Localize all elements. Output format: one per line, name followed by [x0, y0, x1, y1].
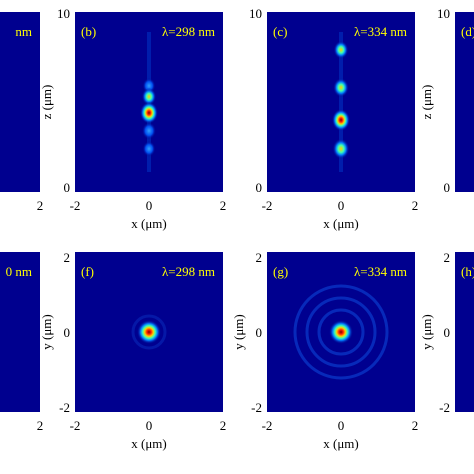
beam-streak [339, 32, 343, 172]
heatmap-background [455, 252, 474, 412]
panel-label: (d) [461, 24, 474, 39]
x-tick-label: 0 [338, 198, 345, 213]
intensity-spot [142, 122, 156, 140]
x-tick-label: -2 [70, 198, 81, 213]
side-ring [317, 308, 365, 356]
panel-label: (f) [81, 264, 94, 279]
panel-label: (b) [81, 24, 96, 39]
y-tick-label: 0 [256, 325, 263, 340]
x-tick-label: 2 [412, 198, 419, 213]
y-tick-label: 10 [249, 6, 262, 21]
y-tick-label: 2 [256, 250, 263, 265]
x-axis-label: x (μm) [131, 216, 167, 231]
y-axis-label: z (μm) [419, 85, 434, 120]
y-tick-label: 0 [64, 180, 71, 195]
heatmap-background [0, 252, 40, 412]
x-tick-label: 2 [37, 418, 44, 433]
y-tick-label: 0 [256, 180, 263, 195]
intensity-spot [332, 109, 350, 131]
x-tick-label: -2 [262, 418, 273, 433]
side-ring [131, 314, 167, 350]
panel-g [267, 252, 415, 412]
x-tick-label: 2 [220, 198, 227, 213]
wavelength-label: λ=334 nm [354, 24, 407, 39]
wavelength-label: λ=298 nm [162, 24, 215, 39]
x-tick-label: 0 [338, 418, 345, 433]
x-tick-label: -2 [262, 198, 273, 213]
y-tick-label: 2 [64, 250, 71, 265]
y-tick-label: -2 [59, 400, 70, 415]
panel-e [0, 252, 40, 412]
wavelength-label: 0 nm [6, 264, 32, 279]
focal-spot [137, 320, 161, 344]
heatmap-background [0, 12, 40, 192]
x-axis-label: x (μm) [323, 216, 359, 231]
panel-label: (g) [273, 264, 288, 279]
focal-spot [329, 320, 353, 344]
x-tick-label: 2 [412, 418, 419, 433]
y-axis-label: y (μm) [419, 314, 434, 350]
panel-b [75, 12, 223, 192]
y-tick-label: 0 [444, 325, 451, 340]
panel-label: (c) [273, 24, 287, 39]
panel-d [455, 12, 474, 192]
panel-h [455, 252, 474, 412]
y-tick-label: 2 [444, 250, 451, 265]
y-tick-label: 10 [437, 6, 450, 21]
panel-a [0, 12, 40, 192]
y-axis-label: z (μm) [39, 85, 54, 120]
heatmap-background [455, 12, 474, 192]
side-ring [293, 284, 389, 380]
intensity-spot [140, 101, 158, 124]
wavelength-label: λ=298 nm [162, 264, 215, 279]
x-tick-label: 2 [220, 418, 227, 433]
panel-label: (h) [461, 264, 474, 279]
x-tick-label: 2 [37, 198, 44, 213]
panel-f [75, 252, 223, 412]
x-axis-label: x (μm) [323, 436, 359, 451]
panel-c [267, 12, 415, 192]
panels-layer: nm 2 (b) λ=298 nm 10 0 z (μm) -2 0 2 x (μm) (c) λ=33… [0, 6, 474, 451]
x-axis-label: x (μm) [131, 436, 167, 451]
y-tick-label: 0 [444, 180, 451, 195]
intensity-spot [332, 138, 350, 160]
y-axis-label: y (μm) [231, 314, 246, 350]
x-tick-label: -2 [70, 418, 81, 433]
y-axis-label: y (μm) [39, 314, 54, 350]
wavelength-label: λ=334 nm [354, 264, 407, 279]
y-tick-label: -2 [251, 400, 262, 415]
x-tick-label: 0 [146, 418, 153, 433]
side-ring [305, 296, 377, 368]
intensity-spot [141, 87, 157, 106]
x-tick-label: 0 [146, 198, 153, 213]
wavelength-label: nm [15, 24, 32, 39]
intensity-spot [333, 40, 349, 59]
y-tick-label: -2 [439, 400, 450, 415]
intensity-spot [333, 78, 349, 98]
y-tick-label: 10 [57, 6, 70, 21]
intensity-spot [142, 141, 156, 157]
y-tick-label: 0 [64, 325, 71, 340]
